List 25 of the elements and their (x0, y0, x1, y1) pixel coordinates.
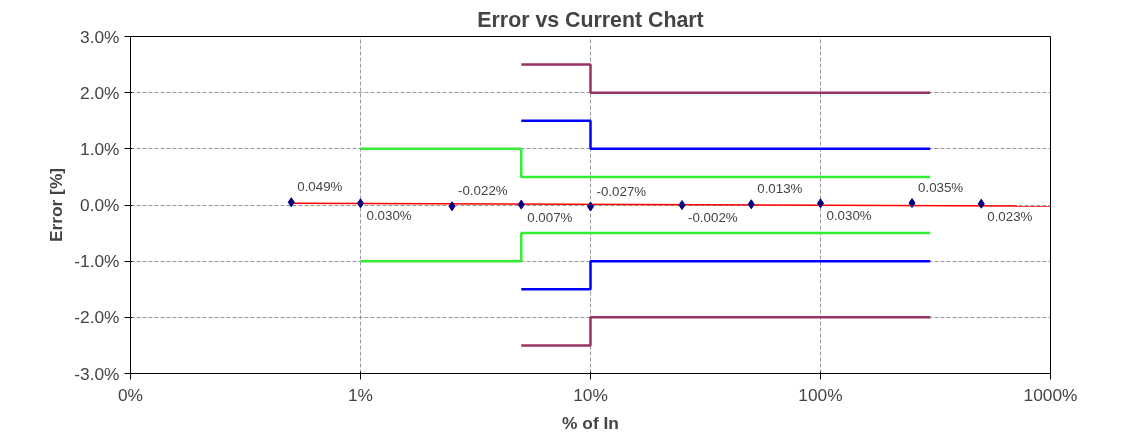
x-tick-label: 10% (573, 384, 608, 405)
y-tick-label: 3.0% (80, 26, 120, 47)
y-tick-label: -1.0% (74, 251, 120, 272)
y-axis-title: Error [%] (46, 167, 67, 243)
x-tick-label: 1000% (1023, 384, 1078, 405)
data-label: -0.002% (688, 210, 738, 226)
data-label: 0.030% (366, 208, 412, 224)
data-label: 0.023% (987, 208, 1033, 224)
y-tick-label: -3.0% (74, 363, 120, 384)
data-label: 0.035% (918, 180, 964, 196)
data-label: -0.027% (596, 183, 647, 199)
x-tick-label: 1% (347, 384, 374, 405)
x-tick-label: 0% (117, 384, 144, 405)
x-tick-label: 100% (798, 384, 843, 405)
chart-title: Error vs Current Chart (477, 7, 704, 32)
x-axis-title: % of In (562, 412, 619, 433)
data-label: 0.030% (826, 208, 872, 224)
y-tick-label: 0.0% (80, 195, 120, 215)
y-tick-label: -2.0% (74, 307, 120, 328)
data-label: 0.013% (757, 181, 803, 197)
data-label: 0.049% (297, 179, 343, 195)
y-tick-label: 2.0% (80, 82, 120, 103)
data-label: -0.022% (458, 183, 508, 199)
data-label: 0.007% (527, 209, 573, 225)
y-tick-label: 1.0% (80, 138, 120, 159)
